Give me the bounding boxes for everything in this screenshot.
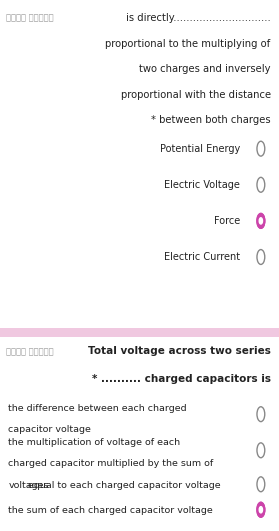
Text: نقطة واحدة: نقطة واحدة xyxy=(6,348,53,357)
Text: Force: Force xyxy=(214,216,240,226)
Text: نقطة واحدة: نقطة واحدة xyxy=(6,13,53,22)
Circle shape xyxy=(259,218,263,224)
Circle shape xyxy=(257,250,265,264)
Text: * .......... charged capacitors is: * .......... charged capacitors is xyxy=(92,374,271,384)
Circle shape xyxy=(257,213,265,228)
Circle shape xyxy=(257,141,265,156)
Circle shape xyxy=(257,502,265,517)
Text: capacitor voltage: capacitor voltage xyxy=(8,425,91,434)
Circle shape xyxy=(257,177,265,192)
Circle shape xyxy=(257,407,265,422)
Text: Total voltage across two series: Total voltage across two series xyxy=(88,346,271,356)
Circle shape xyxy=(259,507,263,513)
Text: the multiplication of voltage of each: the multiplication of voltage of each xyxy=(8,438,181,447)
Text: equal to each charged capacitor voltage: equal to each charged capacitor voltage xyxy=(28,481,220,490)
Text: proportional to the multiplying of: proportional to the multiplying of xyxy=(105,39,271,49)
Circle shape xyxy=(257,477,265,492)
Text: Potential Energy: Potential Energy xyxy=(160,144,240,153)
Bar xyxy=(0,328,279,337)
Text: * between both charges: * between both charges xyxy=(151,115,271,125)
Circle shape xyxy=(257,443,265,458)
Text: charged capacitor multiplied by the sum of: charged capacitor multiplied by the sum … xyxy=(8,459,214,468)
Text: proportional with the distance: proportional with the distance xyxy=(121,90,271,100)
Text: two charges and inversely: two charges and inversely xyxy=(139,64,271,74)
Text: Electric Voltage: Electric Voltage xyxy=(164,180,240,190)
Text: the sum of each charged capacitor voltage: the sum of each charged capacitor voltag… xyxy=(8,506,213,515)
Text: is directly..............................: is directly.............................… xyxy=(126,13,271,23)
Text: Electric Current: Electric Current xyxy=(164,252,240,262)
Text: the difference between each charged: the difference between each charged xyxy=(8,404,187,413)
Text: voltages: voltages xyxy=(8,481,49,490)
